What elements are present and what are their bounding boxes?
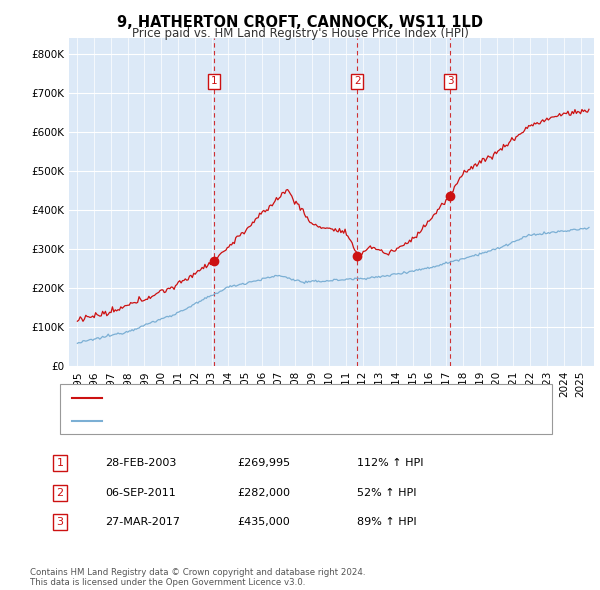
Text: 2: 2 [354, 76, 361, 86]
Text: 3: 3 [56, 517, 64, 527]
Text: 2: 2 [56, 488, 64, 497]
Text: 28-FEB-2003: 28-FEB-2003 [105, 458, 176, 468]
Text: £435,000: £435,000 [237, 517, 290, 527]
Text: Price paid vs. HM Land Registry's House Price Index (HPI): Price paid vs. HM Land Registry's House … [131, 27, 469, 40]
Text: £269,995: £269,995 [237, 458, 290, 468]
Text: Contains HM Land Registry data © Crown copyright and database right 2024.
This d: Contains HM Land Registry data © Crown c… [30, 568, 365, 587]
Text: HPI: Average price, detached house, Cannock Chase: HPI: Average price, detached house, Cann… [111, 416, 385, 426]
Text: 9, HATHERTON CROFT, CANNOCK, WS11 1LD (detached house): 9, HATHERTON CROFT, CANNOCK, WS11 1LD (d… [111, 392, 440, 402]
Text: 06-SEP-2011: 06-SEP-2011 [105, 488, 176, 497]
Text: 1: 1 [56, 458, 64, 468]
Text: 112% ↑ HPI: 112% ↑ HPI [357, 458, 424, 468]
Text: 89% ↑ HPI: 89% ↑ HPI [357, 517, 416, 527]
Text: 52% ↑ HPI: 52% ↑ HPI [357, 488, 416, 497]
Text: 1: 1 [211, 76, 218, 86]
Text: 27-MAR-2017: 27-MAR-2017 [105, 517, 180, 527]
Text: 3: 3 [447, 76, 454, 86]
Text: £282,000: £282,000 [237, 488, 290, 497]
Text: 9, HATHERTON CROFT, CANNOCK, WS11 1LD: 9, HATHERTON CROFT, CANNOCK, WS11 1LD [117, 15, 483, 30]
